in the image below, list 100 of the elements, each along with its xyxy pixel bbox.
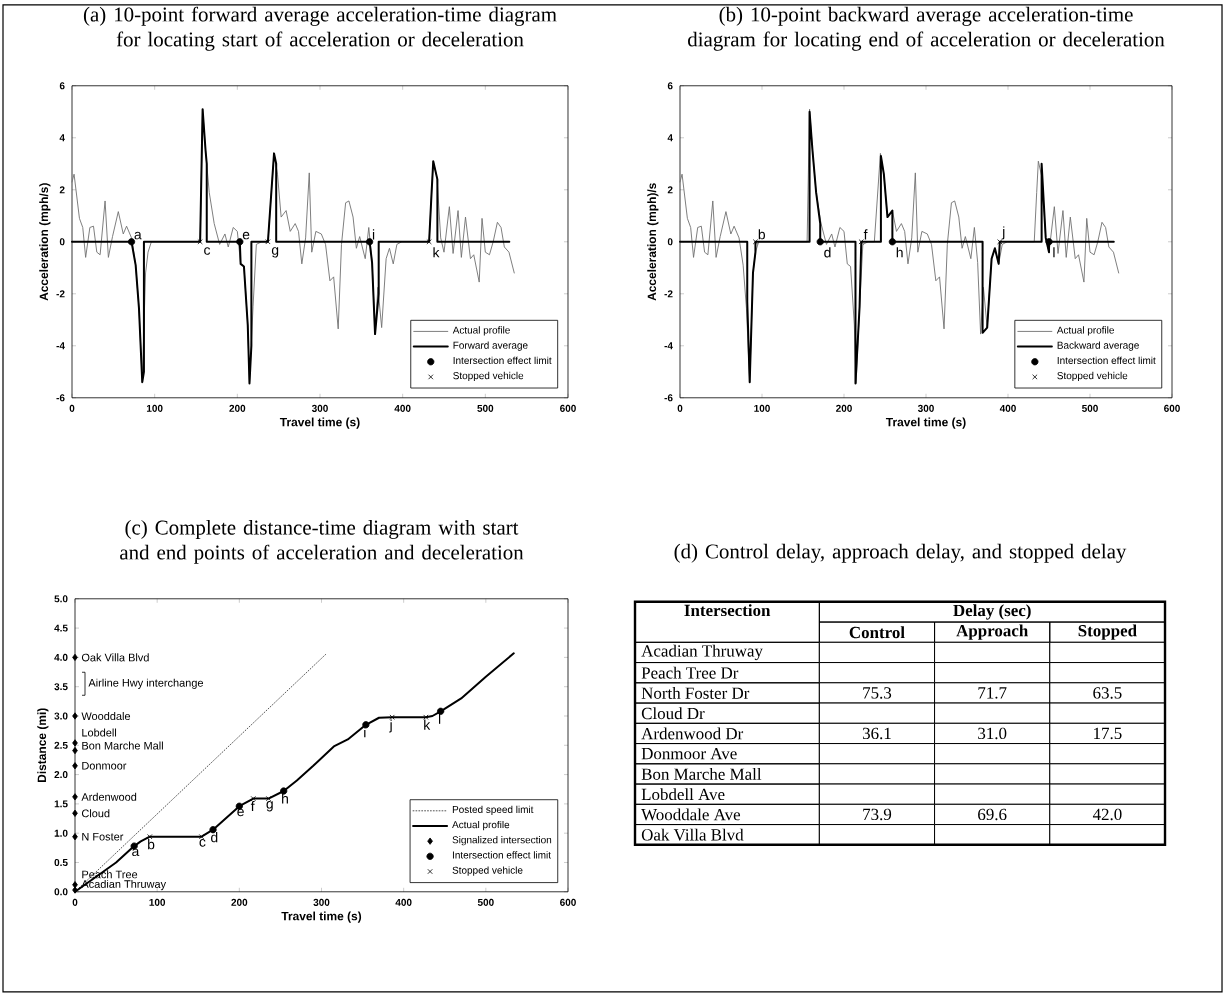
x-tick-label: 200	[231, 898, 248, 906]
y-tick-label: Acadian Thruway	[641, 644, 763, 661]
annotation: Donmoor	[82, 762, 127, 770]
y-tick-label: North Foster Dr	[641, 687, 750, 699]
annotation: Lobdell	[82, 728, 117, 737]
legend-label: Posted speed limit	[452, 805, 534, 816]
y-tick-label: 0	[59, 238, 65, 246]
x-tick-label: 500	[477, 404, 494, 412]
annotation: b	[148, 839, 155, 850]
annotation: a	[132, 848, 140, 857]
x-tick-label: 0	[677, 404, 683, 412]
data-label: 73.9	[863, 808, 892, 821]
x-tick-label: 300	[917, 404, 934, 413]
legend-label: Intersection effect limit	[1057, 356, 1156, 365]
y-tick-label: Oak Villa Blvd	[641, 828, 744, 841]
annotation: f	[250, 801, 255, 812]
annotation: l	[1053, 247, 1055, 258]
x-tick-label: Control	[849, 626, 905, 639]
x-tick-label: 100	[149, 898, 166, 906]
data-label: 71.7	[978, 687, 1007, 699]
x-tick-label: 200	[229, 404, 246, 412]
y-tick-label: 4	[59, 134, 65, 142]
annotation: Ardenwood	[81, 792, 137, 801]
y-tick-label: 4.5	[54, 624, 68, 632]
annotation: d	[211, 832, 218, 843]
x-tick-label: 400	[395, 898, 412, 906]
legend-label: Intersection effect limit	[452, 851, 551, 859]
x-axis-title: Delay (sec)	[953, 604, 1031, 620]
y-tick-label: 2	[667, 186, 673, 194]
annotation: e	[242, 231, 250, 240]
x-axis-title: Travel time (s)	[281, 911, 362, 923]
annotation: b	[758, 229, 765, 240]
y-axis-title: Acceleration (mph)/s	[647, 183, 659, 301]
y-tick-label: 4	[667, 134, 673, 142]
annotation: d	[824, 247, 831, 258]
legend-label: Actual profile	[452, 820, 510, 831]
chart-title: (c) Complete distance-time diagram with start and end points of acceleration and deceleration	[120, 520, 524, 564]
annotation: Cloud	[81, 809, 110, 818]
y-tick-label: 3.5	[54, 683, 68, 691]
annotation: Oak Villa Blvd	[81, 653, 149, 662]
data-label: 63.5	[1093, 687, 1122, 699]
x-tick-label: 500	[1082, 404, 1098, 412]
annotation: h	[282, 793, 288, 804]
annotation: N Foster	[82, 832, 124, 841]
legend-label: Forward average	[453, 341, 528, 351]
y-axis-title: Intersection	[684, 604, 771, 617]
y-tick-label: 5.0	[54, 595, 68, 603]
data-label: 42.0	[1092, 808, 1122, 821]
chart-title: (a) 10-point forward average acceleration-time diagram for locating start of acceleration or deceleration	[83, 6, 557, 51]
y-tick-label: Wooddale Ave	[641, 808, 741, 821]
data-label: 17.5	[1094, 727, 1122, 740]
legend-label: Stopped vehicle	[1057, 371, 1128, 382]
annotation: Wooddale	[81, 712, 131, 721]
annotation: g	[271, 247, 279, 258]
y-tick-label: Cloud Dr	[641, 707, 705, 720]
annotation: j	[1001, 226, 1005, 240]
annotation: g	[266, 801, 273, 812]
annotation: c	[204, 247, 211, 255]
y-tick-label: 1.0	[54, 829, 68, 837]
annotation: k	[424, 719, 431, 730]
x-tick-label: 100	[146, 404, 163, 412]
y-tick-label: 0.0	[54, 888, 68, 896]
y-tick-label: -4	[664, 342, 673, 350]
y-tick-label: Donmoor Ave	[641, 748, 737, 760]
data-label: 75.3	[863, 687, 892, 699]
annotation: i	[364, 727, 366, 738]
data-label: 31.0	[978, 727, 1007, 740]
annotation: i	[372, 229, 375, 240]
y-axis-title: Acceleration (mph/s)	[39, 183, 51, 301]
y-tick-label: Lobdell Ave	[641, 788, 725, 801]
y-tick-label: 2.0	[54, 771, 68, 779]
annotation: c	[199, 839, 206, 847]
y-tick-label: 1.5	[54, 800, 68, 808]
legend-label: Stopped vehicle	[453, 371, 524, 382]
legend-label: Backward average	[1057, 341, 1139, 351]
x-tick-label: 0	[69, 404, 75, 412]
x-tick-label: 300	[311, 404, 328, 413]
y-tick-label: Bon Marche Mall	[641, 768, 762, 780]
x-tick-label: 400	[394, 404, 411, 412]
y-tick-label: -2	[664, 290, 673, 298]
y-tick-label: 0.5	[54, 859, 68, 867]
y-tick-label: Ardenwood Dr	[641, 727, 744, 740]
annotation: j	[389, 719, 392, 733]
y-tick-label: 4.0	[54, 653, 68, 662]
annotation: k	[433, 247, 440, 258]
annotation: f	[863, 229, 868, 240]
x-tick-label: 300	[313, 898, 330, 907]
x-tick-label: 0	[72, 898, 78, 906]
y-tick-label: 2	[59, 186, 65, 194]
x-tick-label: Stopped	[1078, 624, 1137, 640]
annotation: e	[237, 808, 244, 817]
data-label: 69.6	[978, 808, 1007, 821]
annotation: a	[134, 231, 142, 240]
y-axis-title: Distance (mi)	[37, 708, 49, 783]
x-axis-title: Travel time (s)	[279, 417, 360, 429]
data-label: 36.1	[862, 727, 891, 740]
chart-title: (b) 10-point backward average acceleration-time diagram for locating end of acceleration or deceleration	[688, 6, 1165, 51]
legend-label: Actual profile	[1056, 326, 1114, 336]
y-tick-label: 6	[59, 82, 65, 90]
x-axis-title: Travel time (s)	[885, 417, 966, 429]
